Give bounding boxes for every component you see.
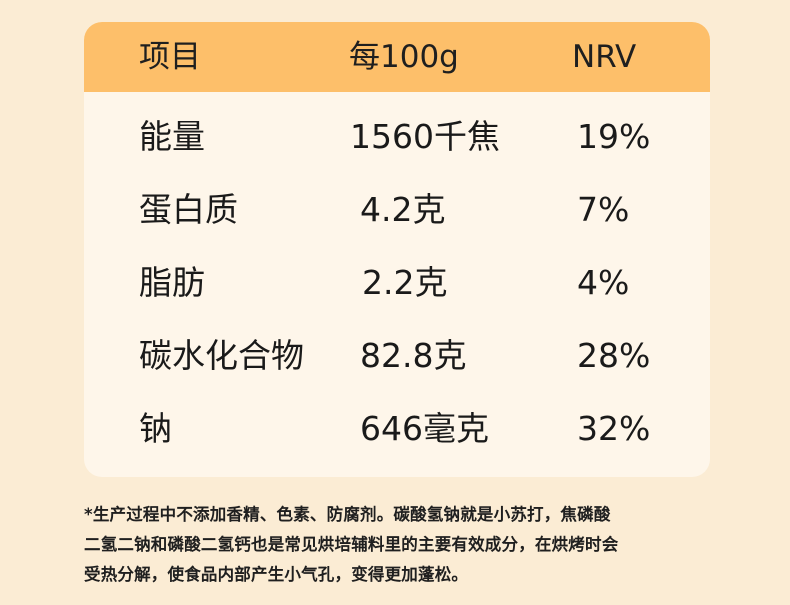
table-row: 能量 1560千焦 19% <box>84 114 710 164</box>
row-item: 碳水化合物 <box>139 336 304 375</box>
row-nrv: 19% <box>577 117 651 156</box>
table-row: 碳水化合物 82.8克 28% <box>84 333 710 383</box>
footnote-line: 二氢二钠和磷酸二氢钙也是常见烘培辅料里的主要有效成分，在烘烤时会 <box>84 535 619 554</box>
row-per-100g: 646毫克 <box>360 409 489 448</box>
nutrition-table: 项目 每100g NRV 能量 1560千焦 19% 蛋白质 4.2克 7% 脂… <box>84 22 710 477</box>
header-nrv: NRV <box>572 39 637 75</box>
table-row: 钠 646毫克 32% <box>84 406 710 456</box>
row-per-100g: 2.2克 <box>362 263 448 302</box>
row-item: 钠 <box>139 409 172 448</box>
header-per-100g: 每100g <box>349 39 459 75</box>
header-item: 项目 <box>139 39 201 75</box>
table-header: 项目 每100g NRV <box>84 22 710 92</box>
footnote-line: *生产过程中不添加香精、色素、防腐剂。碳酸氢钠就是小苏打，焦磷酸 <box>84 505 611 524</box>
row-nrv: 4% <box>577 263 630 302</box>
row-nrv: 32% <box>577 409 651 448</box>
table-row: 脂肪 2.2克 4% <box>84 260 710 310</box>
row-per-100g: 4.2克 <box>360 190 446 229</box>
footnote: *生产过程中不添加香精、色素、防腐剂。碳酸氢钠就是小苏打，焦磷酸 二氢二钠和磷酸… <box>84 500 724 590</box>
row-per-100g: 1560千焦 <box>350 117 500 156</box>
row-item: 能量 <box>139 117 205 156</box>
row-per-100g: 82.8克 <box>360 336 467 375</box>
row-nrv: 28% <box>577 336 651 375</box>
table-row: 蛋白质 4.2克 7% <box>84 187 710 237</box>
footnote-line: 受热分解，使食品内部产生小气孔，变得更加蓬松。 <box>84 565 469 584</box>
row-nrv: 7% <box>577 190 630 229</box>
row-item: 蛋白质 <box>139 190 238 229</box>
row-item: 脂肪 <box>139 263 205 302</box>
